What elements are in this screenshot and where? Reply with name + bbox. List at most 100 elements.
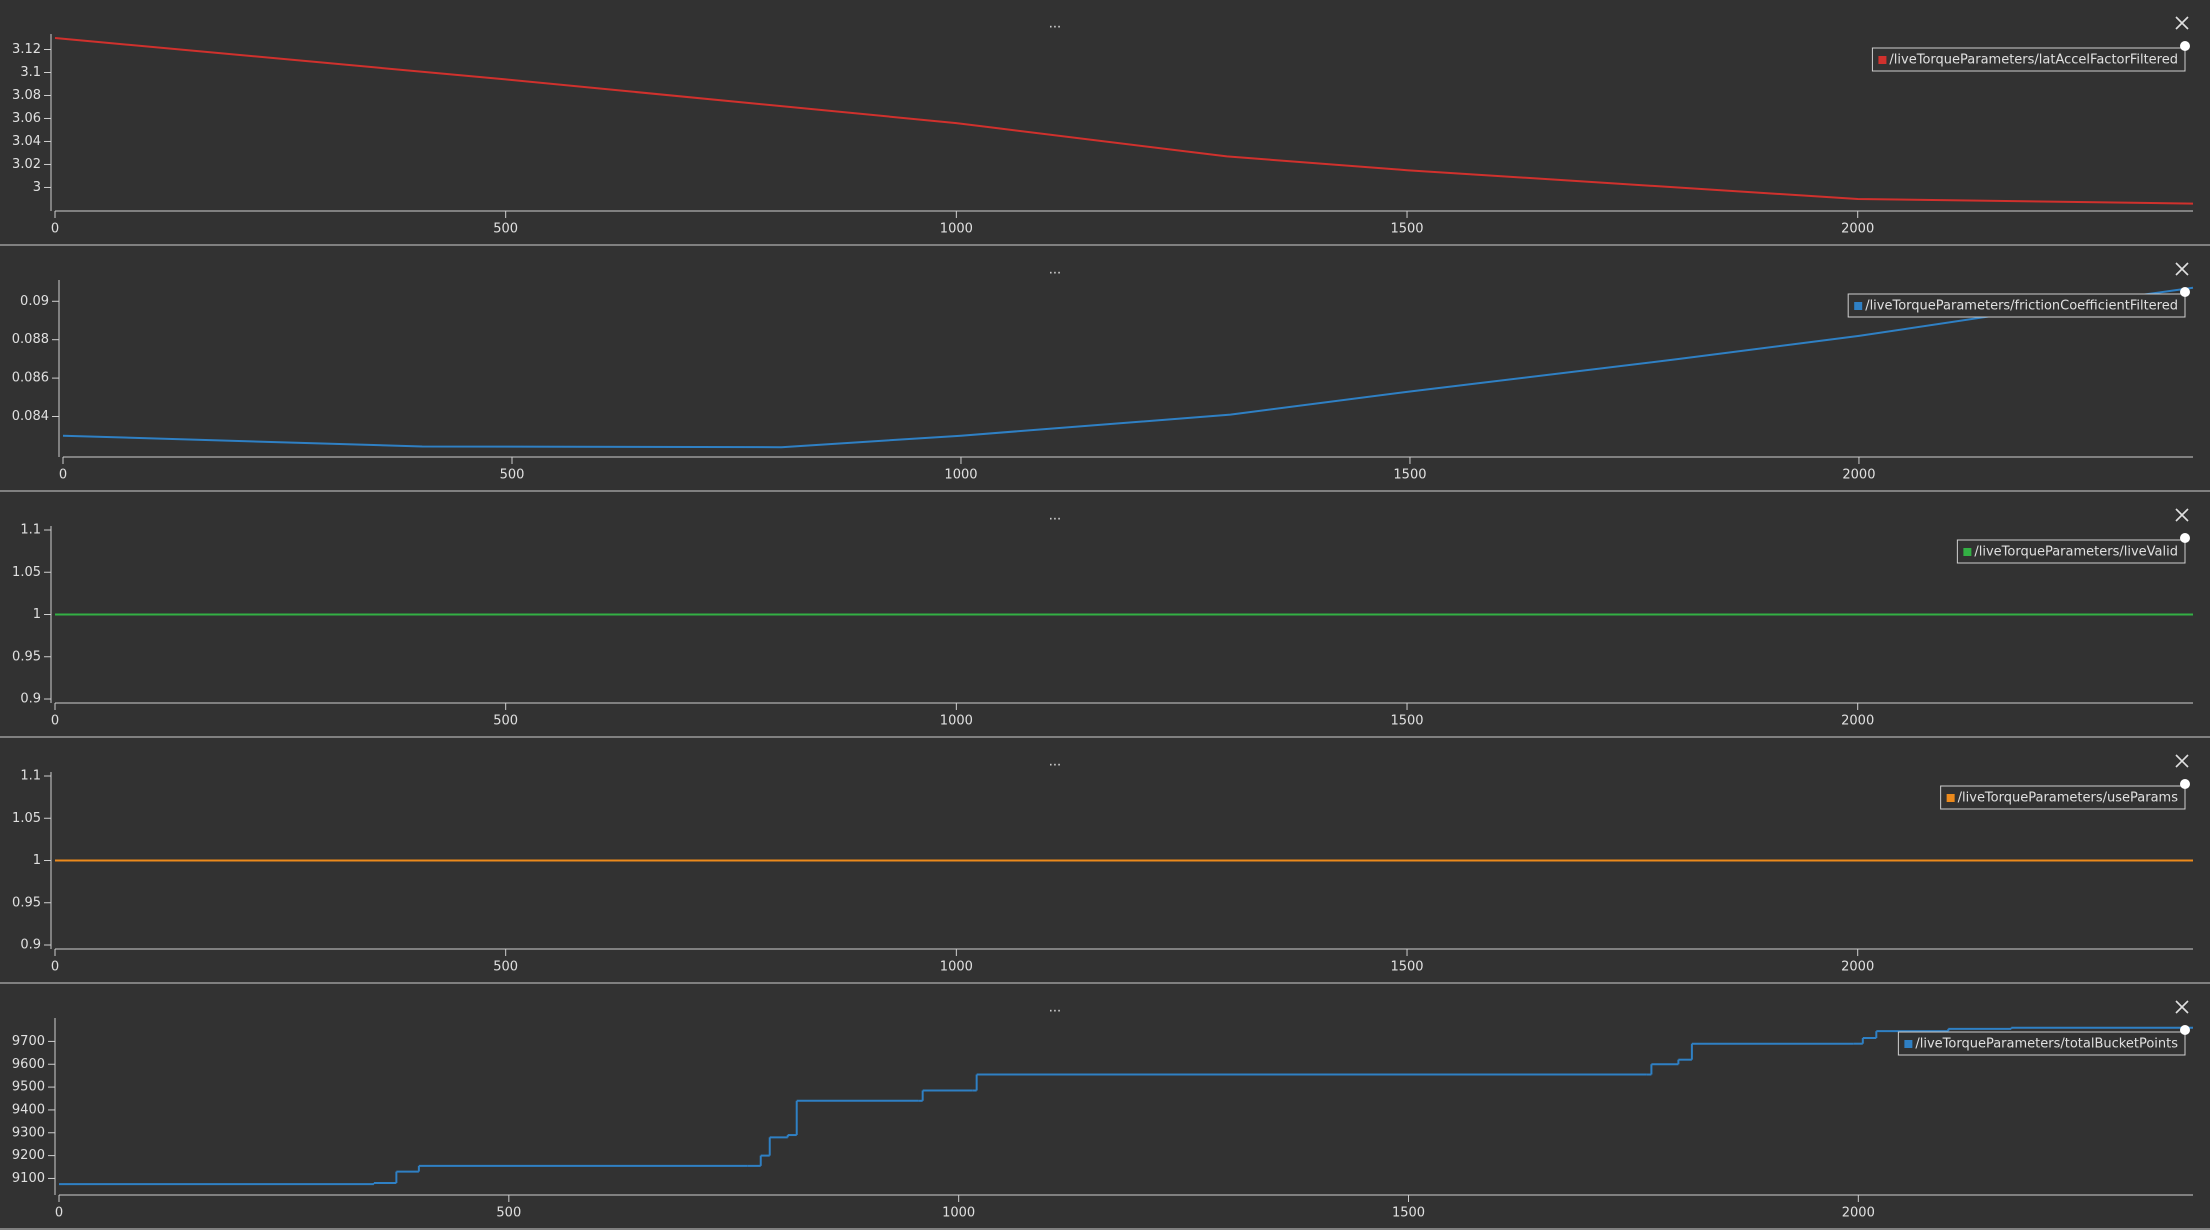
x-tick-label: 1500 — [1390, 960, 1423, 975]
x-tick-label: 1500 — [1393, 468, 1426, 483]
plot-panel: ... 0 500 1000 1500 2000 0.084 0.086 0.088 0.09/l… — [0, 262, 2210, 492]
legend-label: /liveTorqueParameters/latAccelFactorFilt… — [1889, 53, 2178, 68]
legend-swatch — [1878, 56, 1887, 64]
y-tick-label: 3.02 — [12, 157, 41, 172]
close-icon — [2175, 1000, 2189, 1014]
legend: /liveTorqueParameters/latAccelFactorFilt… — [1871, 47, 2186, 72]
legend-box — [1897, 1031, 2186, 1056]
x-tick-label: 2000 — [1842, 468, 1875, 483]
legend-box — [1956, 539, 2186, 564]
legend-box — [1847, 293, 2186, 318]
x-tick-label: 2000 — [1842, 1206, 1875, 1221]
y-tick-label: 9400 — [12, 1102, 45, 1117]
y-tick-label: 3.06 — [12, 111, 41, 126]
series-line — [54, 37, 2194, 205]
y-tick-label: 0.95 — [12, 895, 41, 910]
close-icon — [2175, 754, 2189, 768]
y-tick-label: 0.084 — [12, 409, 49, 424]
y-tick-label: 3.1 — [20, 65, 41, 80]
y-tick-label: 0.086 — [12, 371, 49, 386]
x-tick-label: 1000 — [940, 714, 973, 729]
y-tick-label: 0.088 — [12, 332, 49, 347]
y-tick-label: 0.09 — [20, 294, 49, 309]
y-tick-label: 9700 — [12, 1034, 45, 1049]
legend-label: /liveTorqueParameters/totalBucketPoints — [1915, 1037, 2178, 1052]
legend-handle[interactable] — [2180, 287, 2190, 297]
panel-title: ... — [1049, 17, 1061, 32]
y-tick-label: 1.1 — [20, 523, 41, 538]
close-icon — [2175, 508, 2189, 522]
x-tick-label: 1000 — [940, 222, 973, 237]
x-tick-label: 0 — [51, 714, 59, 729]
legend: /liveTorqueParameters/totalBucketPoints — [1897, 1031, 2186, 1056]
x-tick-label: 1500 — [1390, 222, 1423, 237]
legend-swatch — [1946, 794, 1955, 802]
x-tick-label: 500 — [493, 714, 518, 729]
y-tick-label: 9500 — [12, 1080, 45, 1095]
close-button[interactable] — [2175, 508, 2189, 522]
y-tick-label: 1 — [33, 607, 41, 622]
x-tick-label: 1000 — [944, 468, 977, 483]
y-tick-label: 3.12 — [12, 42, 41, 57]
legend-handle[interactable] — [2180, 1025, 2190, 1035]
y-tick-label: 0.9 — [20, 692, 41, 707]
plot-panel: ... 0 500 1000 1500 2000 3 3.02 3.04 3.06 3.08 3.1 3… — [0, 16, 2210, 246]
series-line — [62, 286, 2194, 449]
close-button[interactable] — [2175, 16, 2189, 30]
x-tick-label: 1000 — [940, 960, 973, 975]
close-button[interactable] — [2175, 754, 2189, 768]
x-tick-label: 500 — [493, 960, 518, 975]
panel-title: ... — [1049, 755, 1061, 770]
x-tick-label: 1500 — [1390, 714, 1423, 729]
x-tick-label: 2000 — [1841, 960, 1874, 975]
x-tick-label: 500 — [496, 1206, 521, 1221]
close-icon — [2175, 262, 2189, 276]
legend-swatch — [1963, 548, 1972, 556]
y-tick-label: 1 — [33, 853, 41, 868]
x-tick-label: 0 — [59, 468, 67, 483]
y-tick-label: 1.05 — [12, 565, 41, 580]
legend-handle[interactable] — [2180, 533, 2190, 543]
legend-box — [1940, 785, 2186, 810]
plot-panel: ... 0 500 1000 1500 2000 0.9 0.95 1 1.05 1.1/liveT… — [0, 508, 2210, 738]
y-tick-label: 0.9 — [20, 938, 41, 953]
legend: /liveTorqueParameters/useParams — [1940, 785, 2186, 810]
y-tick-label: 9600 — [12, 1057, 45, 1072]
close-icon — [2175, 16, 2189, 30]
y-tick-label: 9300 — [12, 1125, 45, 1140]
x-tick-label: 500 — [493, 222, 518, 237]
panel-title: ... — [1049, 509, 1061, 524]
close-button[interactable] — [2175, 262, 2189, 276]
plot-panel: ... 0 500 1000 1500 2000 0.9 0.95 1 1.05 1.1/liveT… — [0, 754, 2210, 984]
x-tick-label: 2000 — [1841, 222, 1874, 237]
y-tick-label: 3 — [33, 180, 41, 195]
y-tick-label: 0.95 — [12, 649, 41, 664]
x-tick-label: 0 — [51, 960, 59, 975]
x-tick-label: 2000 — [1841, 714, 1874, 729]
legend-label: /liveTorqueParameters/frictionCoefficien… — [1865, 299, 2178, 314]
legend-box — [1871, 47, 2186, 72]
x-tick-label: 500 — [500, 468, 525, 483]
plot-panel: ... 0 500 1000 1500 2000 9100 9200 9300 9400 9500 9… — [0, 1000, 2210, 1230]
x-tick-label: 0 — [51, 222, 59, 237]
legend-swatch — [1854, 302, 1863, 310]
legend: /liveTorqueParameters/liveValid — [1956, 539, 2186, 564]
x-tick-label: 0 — [55, 1206, 63, 1221]
y-tick-label: 3.08 — [12, 88, 41, 103]
legend-label: /liveTorqueParameters/useParams — [1958, 791, 2179, 806]
y-tick-label: 9100 — [12, 1171, 45, 1186]
legend-label: /liveTorqueParameters/liveValid — [1974, 545, 2178, 560]
legend: /liveTorqueParameters/frictionCoefficien… — [1847, 293, 2186, 318]
panel-title: ... — [1049, 263, 1061, 278]
y-tick-label: 3.04 — [12, 134, 41, 149]
legend-handle[interactable] — [2180, 41, 2190, 51]
legend-swatch — [1904, 1040, 1913, 1048]
y-tick-label: 1.05 — [12, 811, 41, 826]
x-tick-label: 1000 — [942, 1206, 975, 1221]
y-tick-label: 9200 — [12, 1148, 45, 1163]
legend-handle[interactable] — [2180, 779, 2190, 789]
panel-title: ... — [1049, 1001, 1061, 1016]
close-button[interactable] — [2175, 1000, 2189, 1014]
